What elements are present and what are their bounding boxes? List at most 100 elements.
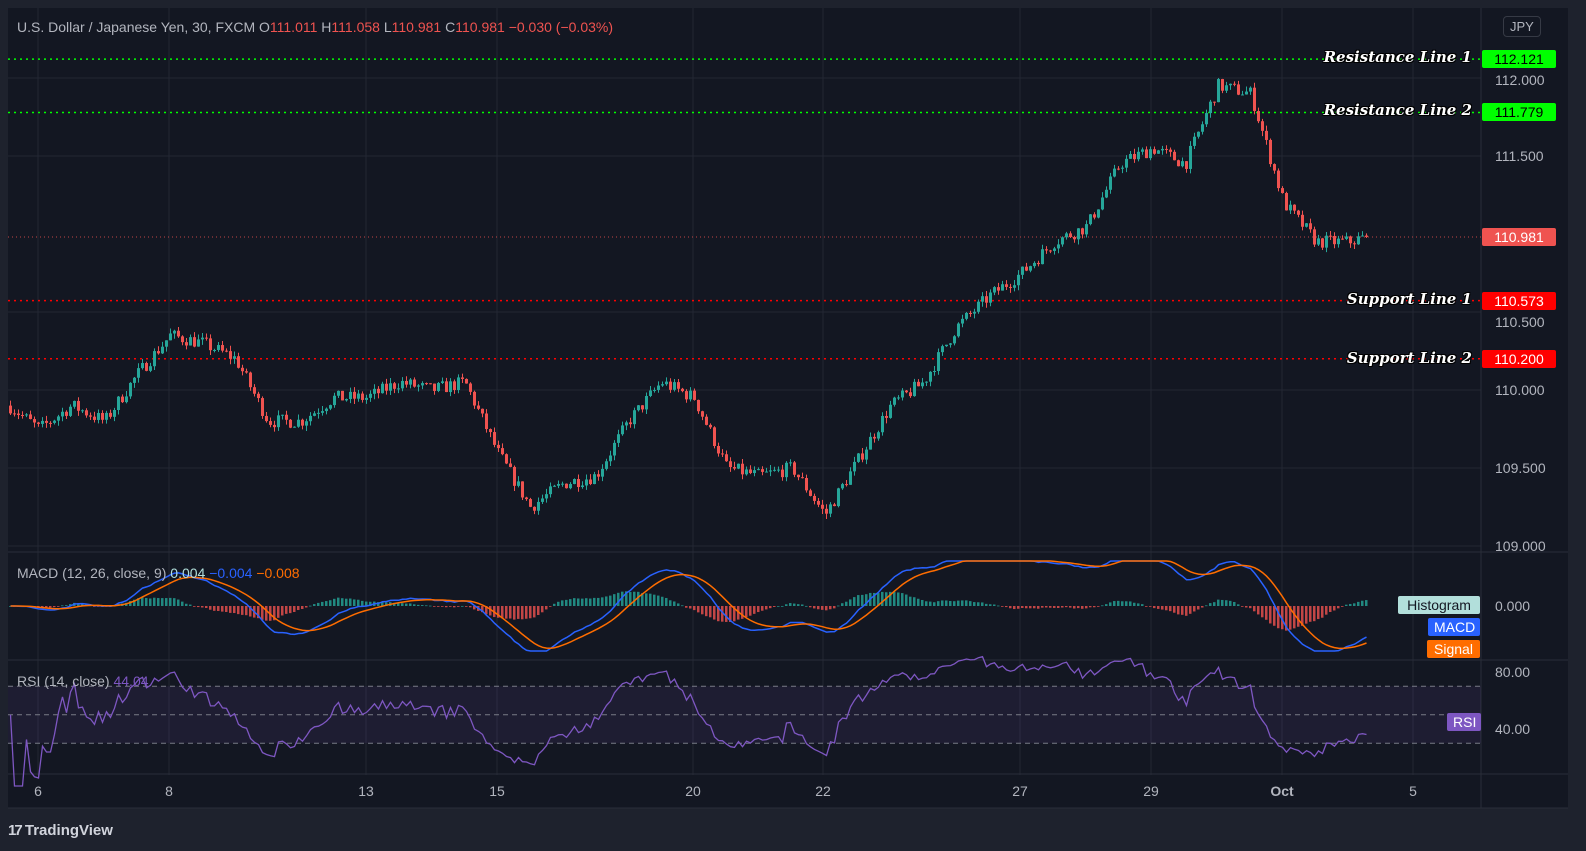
macd-histogram-bar (141, 597, 144, 606)
macd-histogram-bar (701, 606, 704, 615)
candle (1285, 193, 1288, 211)
resistance-line-1-label[interactable]: Resistance Line 1 (1323, 48, 1472, 66)
tradingview-logo[interactable]: 17 TradingView (8, 822, 113, 839)
candle (377, 388, 380, 394)
candle (1097, 209, 1100, 218)
support-line-1-label[interactable]: Support Line 1 (1346, 290, 1472, 308)
macd-histogram-bar (797, 604, 800, 606)
candle (1129, 153, 1132, 159)
candle (485, 413, 488, 430)
candle (473, 391, 476, 406)
candle (1045, 249, 1048, 251)
resistance-line-2-label[interactable]: Resistance Line 2 (1323, 101, 1472, 119)
candle (593, 474, 596, 485)
macd-histogram-bar (445, 606, 448, 608)
candle (241, 367, 244, 372)
macd-histogram-bar (1269, 606, 1272, 624)
macd-histogram-bar (1097, 606, 1100, 607)
macd-histogram-bar (489, 606, 492, 616)
symbol-title[interactable]: U.S. Dollar / Japanese Yen, 30, FXCM (17, 19, 256, 35)
macd-histogram-bar (609, 595, 612, 606)
candle (345, 399, 348, 401)
candle (165, 340, 168, 347)
time-tick: 22 (815, 783, 831, 799)
macd-histogram-bar (617, 592, 620, 606)
candle (917, 381, 920, 387)
macd-histogram-bar (97, 606, 100, 607)
candle (289, 419, 292, 428)
macd-histogram-bar (1213, 602, 1216, 606)
macd-histogram-bar (845, 601, 848, 606)
macd-histogram-bar (733, 606, 736, 622)
macd-histogram-bar (333, 598, 336, 606)
macd-histogram-bar (741, 606, 744, 619)
candle (221, 345, 224, 351)
macd-histogram-bar (137, 598, 140, 606)
candle (381, 383, 384, 394)
macd-signal-value: −0.008 (256, 565, 300, 581)
candle (797, 474, 800, 478)
macd-histogram-bar (81, 603, 84, 606)
currency-button[interactable]: JPY (1503, 16, 1541, 37)
macd-histogram-bar (281, 606, 284, 616)
candle (325, 408, 328, 412)
time-tick: 27 (1012, 783, 1028, 799)
macd-histogram-bar (633, 591, 636, 606)
macd-histogram-bar (349, 598, 352, 606)
macd-histogram-bar (357, 599, 360, 606)
support-line-2-label[interactable]: Support Line 2 (1346, 349, 1472, 367)
candle (1193, 136, 1196, 146)
candle (825, 508, 828, 514)
macd-histogram-bar (289, 606, 292, 614)
rsi-title[interactable]: RSI (14, close) (17, 673, 110, 689)
candle (109, 412, 112, 417)
candle (817, 500, 820, 505)
candle (101, 413, 104, 420)
candle (169, 333, 172, 341)
macd-histogram-bar (1053, 606, 1056, 608)
candle (317, 412, 320, 414)
macd-histogram-bar (57, 606, 60, 607)
candle (657, 385, 660, 390)
candle (429, 383, 432, 385)
macd-histogram-bar (973, 602, 976, 606)
macd-histogram-bar (1345, 604, 1348, 606)
macd-histogram-bar (1041, 606, 1044, 608)
candle (13, 413, 16, 415)
macd-histogram-bar (277, 606, 280, 618)
candle (1337, 238, 1340, 245)
candle (905, 390, 908, 393)
candle (565, 483, 568, 489)
macd-histogram-bar (861, 594, 864, 606)
macd-histogram-bar (1081, 606, 1084, 609)
macd-title[interactable]: MACD (12, 26, close, 9) (17, 565, 167, 581)
candle (1325, 235, 1328, 248)
candle (1317, 238, 1320, 245)
candle (405, 380, 408, 385)
candle (81, 410, 84, 412)
macd-axis-tick: 0.000 (1495, 598, 1531, 614)
macd-histogram-bar (9, 606, 12, 607)
candle (721, 453, 724, 455)
macd-histogram-bar (765, 606, 768, 610)
macd-histogram-bar (261, 606, 264, 620)
candle (509, 463, 512, 467)
macd-histogram-bar (813, 606, 816, 609)
low-label: L (383, 19, 392, 35)
rsi-legend: RSI (14, close) 44.04 (17, 673, 149, 689)
candle (145, 363, 148, 371)
macd-histogram-bar (641, 593, 644, 606)
macd-histogram-bar (937, 601, 940, 606)
candle (597, 474, 600, 477)
candle (1341, 238, 1344, 240)
support-line-1-price: 110.573 (1482, 292, 1556, 310)
macd-histogram-bar (1309, 606, 1312, 622)
candle (673, 382, 676, 390)
macd-histogram-bar (533, 606, 536, 618)
candle (949, 343, 952, 345)
candle (785, 462, 788, 478)
macd-histogram-bar (209, 606, 212, 610)
signal-line (10, 560, 1367, 650)
candle (181, 336, 184, 343)
